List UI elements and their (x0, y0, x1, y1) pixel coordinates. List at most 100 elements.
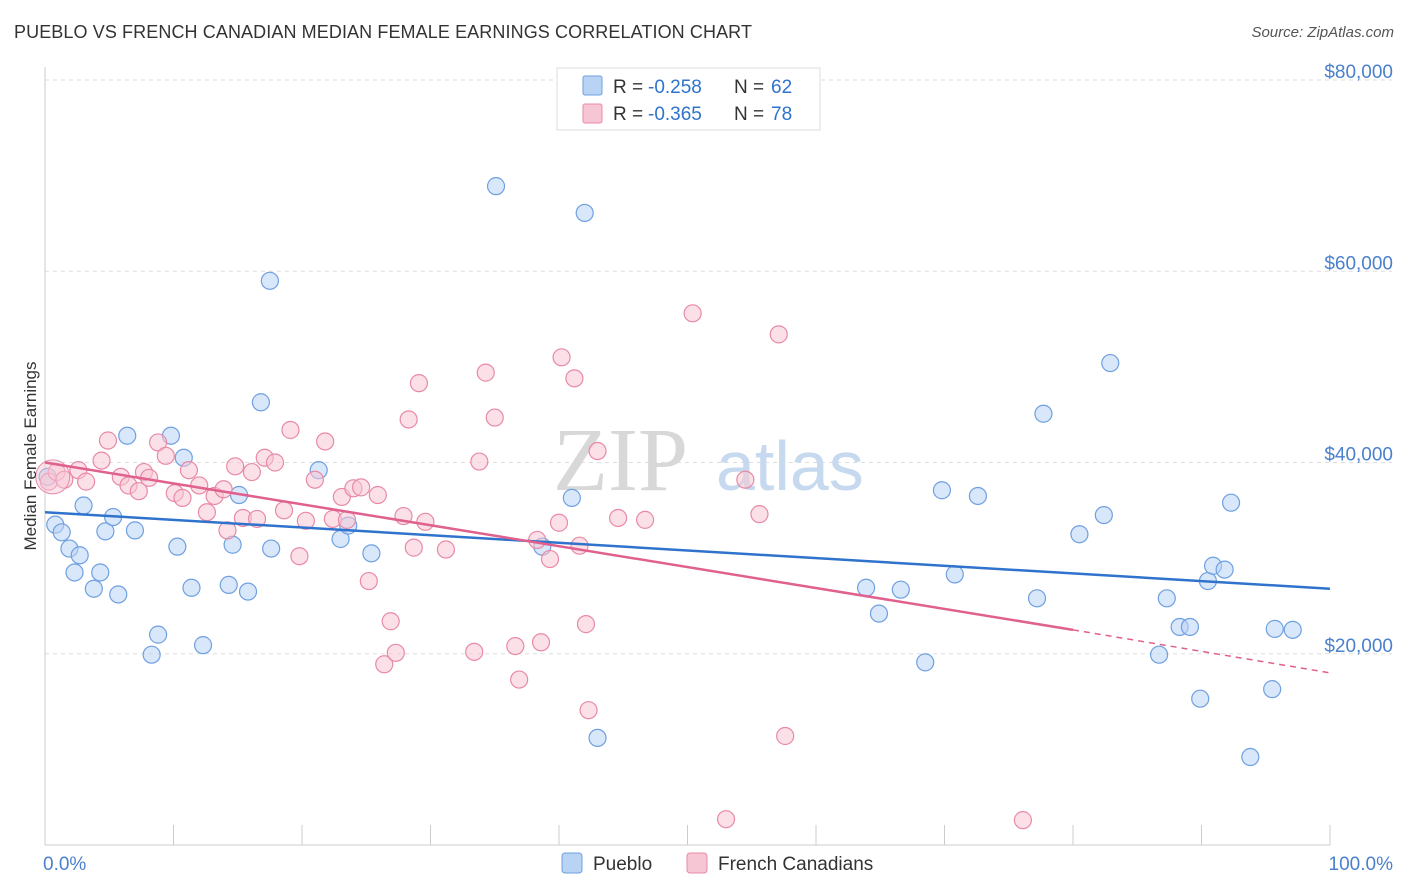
stats-n-value-pueblo: 62 (771, 77, 792, 98)
pueblo-point (1283, 620, 1302, 639)
pueblo-point (857, 578, 876, 597)
pueblo-point (148, 625, 168, 644)
pueblo-point (1221, 493, 1241, 512)
french-canadian-point (552, 348, 571, 367)
french-canadian-point (470, 452, 489, 471)
pueblo-point (1265, 619, 1284, 638)
french-canadian-point (404, 538, 423, 557)
pueblo-point (74, 496, 93, 515)
french-canadian-point (214, 480, 233, 499)
french-canadian-point (226, 457, 245, 476)
pueblo-point (84, 579, 103, 598)
legend-swatch-french (686, 852, 708, 874)
french-canadian-point (381, 612, 400, 631)
pueblo-point (588, 728, 607, 748)
stats-n-label-pueblo: N = (734, 77, 764, 98)
source-label: Source: ZipAtlas.com (1251, 24, 1394, 41)
grid-lines (45, 79, 1392, 655)
legend-swatch-pueblo (561, 852, 583, 874)
legend-label-pueblo: Pueblo (593, 854, 652, 875)
stats-r-value-french: -0.365 (648, 104, 702, 125)
french-canadian-point (409, 374, 429, 393)
french-canadian-point (173, 488, 192, 507)
pueblo-point (70, 546, 89, 565)
pueblo-point (1101, 353, 1120, 373)
stats-r-label-french: R = (613, 104, 643, 125)
french-canadian-point (375, 655, 394, 674)
french-canadian-point (98, 431, 118, 450)
pueblo-point (142, 645, 161, 664)
trend-lines (44, 461, 1331, 674)
french-canadian-point (1013, 811, 1032, 830)
french-canadian-point (485, 408, 504, 427)
x-tick-label-min: 0.0% (43, 854, 86, 875)
french-canadian-point (197, 503, 217, 522)
pueblo-point (869, 604, 889, 623)
tick-labels: $20,000 $40,000 $60,000 $80,000 0.0% 100.0% (43, 62, 1393, 875)
french-canadian-point (399, 410, 418, 429)
y-tick-label: $20,000 (1324, 636, 1393, 657)
french-canadian-point (148, 433, 168, 452)
pueblo-point (1157, 589, 1176, 608)
french-canadian-point (588, 441, 607, 461)
pueblo-point (1180, 617, 1200, 637)
french-canadian-point (579, 701, 598, 720)
french-canadian-point (609, 508, 628, 528)
axes (44, 67, 1331, 846)
pueblo-point (91, 563, 110, 582)
french-canadian-point (265, 453, 285, 472)
pueblo-point (1149, 645, 1169, 664)
french-canadian-point (179, 461, 199, 480)
pueblo-point (945, 565, 964, 584)
y-axis-label: Median Female Earnings (21, 362, 40, 551)
pueblo-point (1027, 589, 1047, 608)
pueblo-point (1215, 560, 1234, 579)
pueblo-point (125, 521, 145, 540)
french-canadian-point (247, 509, 267, 529)
data-points (35, 177, 1302, 830)
pueblo-point (932, 481, 952, 500)
x-tick-label-max: 100.0% (1329, 854, 1394, 875)
pueblo-trend-line (44, 510, 1331, 590)
french-canadian-point (510, 670, 529, 689)
y-tick-label: $80,000 (1324, 62, 1393, 83)
french-canadian-point (716, 810, 736, 829)
french-canadian-point (565, 369, 584, 388)
watermark-atlas: atlas (716, 427, 864, 505)
pueblo-point (891, 580, 910, 599)
pueblo-point (65, 563, 84, 582)
pueblo-point (52, 523, 71, 542)
french-canadian-point (683, 304, 702, 323)
pueblo-point (96, 522, 115, 541)
pueblo-point (1034, 404, 1053, 423)
pueblo-point (109, 585, 128, 604)
stats-swatch-french (582, 103, 603, 124)
y-tick-label: $60,000 (1324, 253, 1393, 274)
pueblo-point (575, 203, 594, 223)
pueblo-point (251, 393, 270, 412)
pueblo-point (260, 271, 279, 290)
pueblo-point (916, 653, 935, 672)
french-canadian-point (281, 420, 300, 440)
french-canadian-point (359, 571, 378, 591)
stats-n-label-french: N = (734, 104, 764, 125)
pueblo-point (1070, 525, 1089, 544)
french-canadian-point (129, 482, 148, 501)
french-canadian-point (576, 615, 596, 634)
french-canadian-point (436, 540, 456, 559)
french-canadian-point (290, 547, 309, 566)
french-canadian-point (540, 549, 560, 569)
french-canadian-point (77, 472, 96, 491)
pueblo-point (1241, 747, 1260, 767)
pueblo-point (1263, 680, 1282, 699)
pueblo-point (486, 177, 506, 196)
french-canadian-point (776, 726, 795, 746)
french-canadian-point (416, 512, 435, 531)
pueblo-point (193, 636, 213, 655)
french-canadian-point (156, 446, 175, 465)
stats-n-value-french: 78 (771, 104, 792, 125)
pueblo-point (238, 582, 258, 601)
french-canadian-point (242, 462, 261, 482)
bottom-legend: Pueblo French Canadians (561, 852, 873, 875)
